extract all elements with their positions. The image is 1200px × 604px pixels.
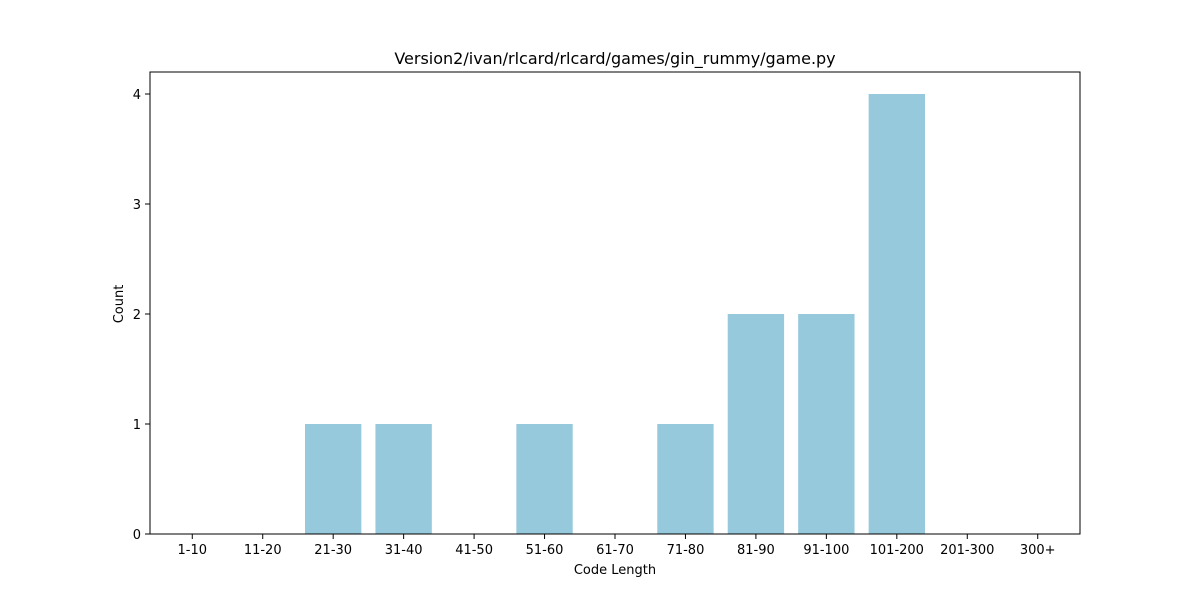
bar-81-90 [727, 314, 785, 534]
x-tick-label-11-20: 11-20 [244, 543, 282, 558]
x-tick-label-91-100: 91-100 [803, 543, 849, 558]
y-tick-label-2: 2 [133, 308, 141, 323]
chart-title: Version2/ivan/rlcard/rlcard/games/gin_ru… [394, 49, 835, 69]
y-tick-label-1: 1 [133, 418, 141, 433]
bar-51-60 [516, 424, 573, 534]
y-axis-label: Count [112, 285, 127, 324]
x-tick-label-81-90: 81-90 [737, 543, 775, 558]
x-tick-label-31-40: 31-40 [385, 543, 423, 558]
bar-101-200 [868, 94, 925, 534]
x-tick-label-21-30: 21-30 [314, 543, 352, 558]
bars-layer [305, 94, 925, 534]
x-tick-label-300+: 300+ [1020, 543, 1056, 558]
bar-21-30 [305, 424, 362, 534]
bar-71-80 [657, 424, 714, 534]
bar-31-40 [375, 424, 432, 534]
x-tick-label-1-10: 1-10 [178, 543, 208, 558]
x-tick-label-51-60: 51-60 [526, 543, 564, 558]
y-tick-label-3: 3 [133, 198, 141, 213]
axes-layer: 1-10 11-20 21-30 31-40 41-50 51-60 61-70 71-80 8… [133, 71, 1081, 558]
y-tick-label-0: 0 [133, 528, 141, 543]
x-tick-label-41-50: 41-50 [455, 543, 493, 558]
y-tick-label-4: 4 [133, 88, 141, 103]
x-axis-label: Code Length [574, 563, 656, 578]
bar-91-100 [798, 314, 855, 534]
x-tick-label-101-200: 101-200 [870, 543, 924, 558]
x-tick-label-201-300: 201-300 [940, 543, 994, 558]
x-tick-label-71-80: 71-80 [667, 543, 705, 558]
x-tick-label-61-70: 61-70 [596, 543, 634, 558]
